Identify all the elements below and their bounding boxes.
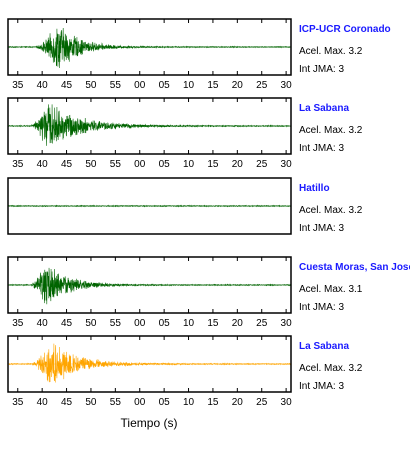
x-tick-label: 05 <box>159 397 171 408</box>
x-tick-label: 40 <box>37 80 49 91</box>
seismogram-panel: 35 40 45 50 55 00 05 10 15 20 25 30 ICP-UCR Coronado… <box>7 18 391 91</box>
jma-intensity: Int JMA: 3 <box>299 302 344 313</box>
x-tick-label: 30 <box>281 159 293 170</box>
seismogram-panel: 35 40 45 50 55 00 05 10 15 20 25 30 Cuesta Moras, Sa… <box>7 256 410 329</box>
x-tick-label: 30 <box>281 80 293 91</box>
seismogram-panel: 35 40 45 50 55 00 05 10 15 20 25 30 La Sabana Acel. M… <box>7 97 363 170</box>
waveform-trace <box>7 27 292 69</box>
x-tick-label: 25 <box>256 159 268 170</box>
max-acceleration: Acel. Max. 3.2 <box>299 363 363 374</box>
x-tick-label: 55 <box>110 80 122 91</box>
x-tick-label: 15 <box>207 318 219 329</box>
x-tick-label: 20 <box>232 397 244 408</box>
x-tick-label: 40 <box>37 159 49 170</box>
waveform-trace <box>7 104 292 146</box>
x-tick-label: 50 <box>85 318 97 329</box>
station-name: La Sabana <box>299 341 349 352</box>
x-tick-label: 45 <box>61 318 73 329</box>
x-axis-title: Tiempo (s) <box>121 416 178 430</box>
station-name: ICP-UCR Coronado <box>299 24 391 35</box>
jma-intensity: Int JMA: 3 <box>299 381 344 392</box>
x-tick-label: 05 <box>159 318 171 329</box>
x-tick-label: 40 <box>37 397 49 408</box>
x-tick-label: 30 <box>281 397 293 408</box>
x-tick-label: 10 <box>183 397 195 408</box>
x-tick-label: 20 <box>232 159 244 170</box>
x-tick-label: 15 <box>207 80 219 91</box>
x-tick-label: 35 <box>12 159 24 170</box>
x-tick-label: 55 <box>110 159 122 170</box>
x-tick-label: 40 <box>37 318 49 329</box>
plot-frame <box>7 177 292 235</box>
x-tick-label: 00 <box>134 80 146 91</box>
x-tick-label: 50 <box>85 80 97 91</box>
x-tick-label: 25 <box>256 80 268 91</box>
plot-frame <box>7 18 292 76</box>
station-name: La Sabana <box>299 103 349 114</box>
max-acceleration: Acel. Max. 3.2 <box>299 46 363 57</box>
waveform-trace <box>7 204 292 208</box>
seismogram-panel: 35 40 45 50 55 00 05 10 15 20 25 30 La Sabana Acel. M… <box>7 335 363 408</box>
x-tick-label: 05 <box>159 159 171 170</box>
plot-frame <box>7 335 292 393</box>
x-tick-label: 00 <box>134 397 146 408</box>
x-tick-label: 45 <box>61 159 73 170</box>
x-tick-label: 45 <box>61 397 73 408</box>
x-tick-label: 10 <box>183 318 195 329</box>
waveform-trace <box>7 343 292 383</box>
x-tick-label: 55 <box>110 318 122 329</box>
x-tick-label: 25 <box>256 318 268 329</box>
station-name: Cuesta Moras, San José <box>299 262 410 273</box>
x-tick-label: 10 <box>183 159 195 170</box>
x-tick-label: 25 <box>256 397 268 408</box>
x-tick-label: 30 <box>281 318 293 329</box>
x-tick-label: 55 <box>110 397 122 408</box>
x-tick-label: 10 <box>183 80 195 91</box>
x-tick-label: 35 <box>12 80 24 91</box>
x-tick-label: 15 <box>207 159 219 170</box>
x-tick-label: 05 <box>159 80 171 91</box>
max-acceleration: Acel. Max. 3.2 <box>299 125 363 136</box>
max-acceleration: Acel. Max. 3.1 <box>299 284 363 295</box>
plot-frame <box>7 97 292 155</box>
x-tick-label: 50 <box>85 397 97 408</box>
jma-intensity: Int JMA: 3 <box>299 64 344 75</box>
x-tick-label: 00 <box>134 318 146 329</box>
jma-intensity: Int JMA: 3 <box>299 223 344 234</box>
max-acceleration: Acel. Max. 3.2 <box>299 205 363 216</box>
x-tick-label: 35 <box>12 397 24 408</box>
waveform-trace <box>7 267 292 305</box>
x-tick-label: 20 <box>232 80 244 91</box>
x-tick-label: 15 <box>207 397 219 408</box>
x-tick-label: 35 <box>12 318 24 329</box>
station-name: Hatillo <box>299 183 330 194</box>
x-tick-label: 00 <box>134 159 146 170</box>
x-tick-label: 45 <box>61 80 73 91</box>
jma-intensity: Int JMA: 3 <box>299 143 344 154</box>
x-tick-label: 20 <box>232 318 244 329</box>
plot-frame <box>7 256 292 314</box>
x-tick-label: 50 <box>85 159 97 170</box>
seismogram-panel: 303540455055000510152025HatilloAcel. Max… <box>7 177 363 235</box>
